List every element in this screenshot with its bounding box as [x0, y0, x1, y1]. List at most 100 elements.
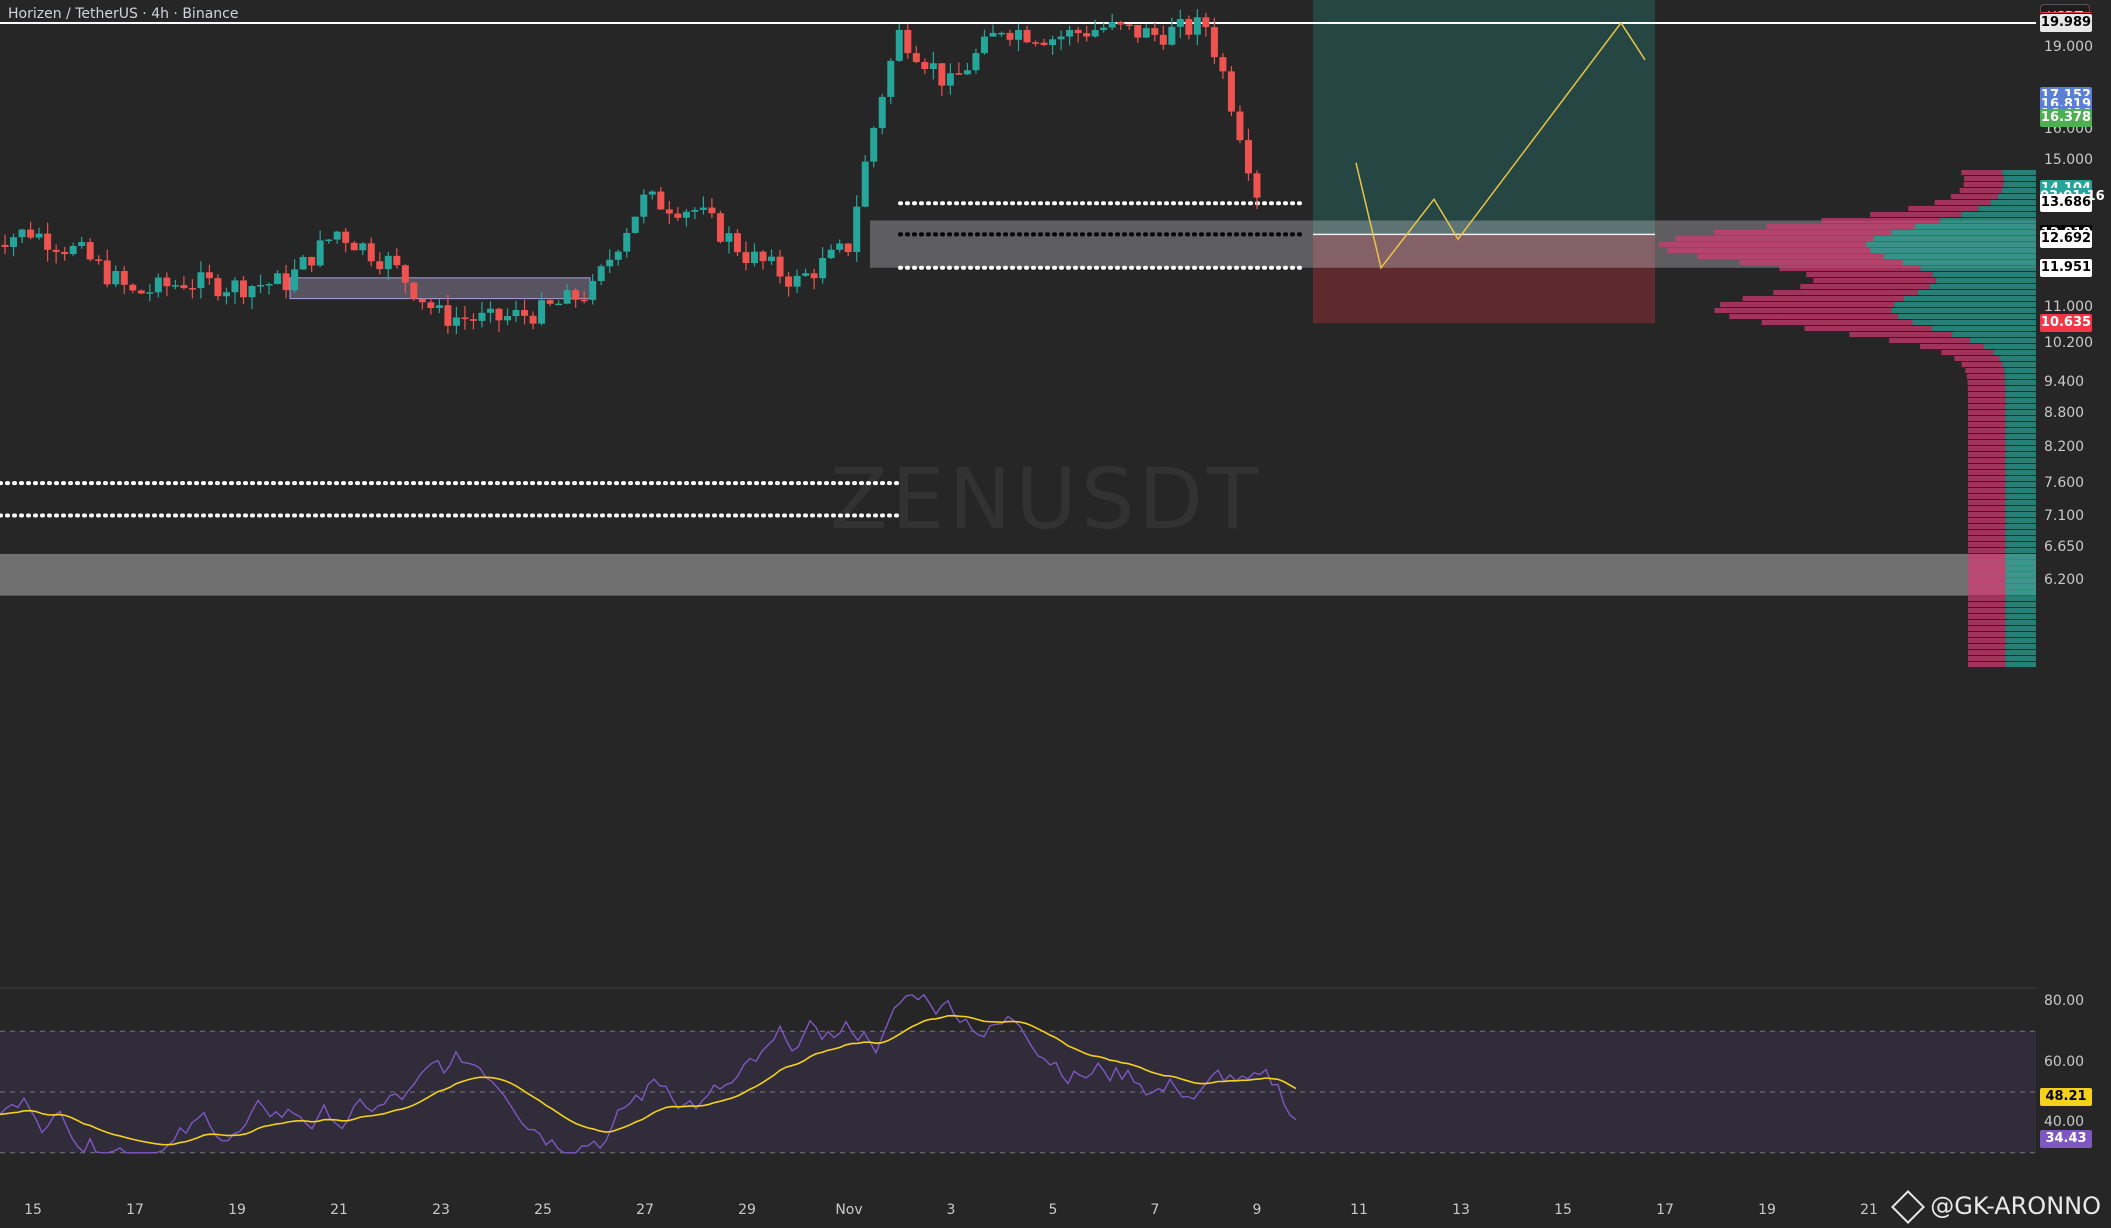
candle-body — [819, 258, 827, 279]
vp-bar-up — [1904, 296, 2036, 301]
candle-body — [222, 292, 230, 297]
candle-body — [188, 288, 196, 290]
vp-bar-up — [2005, 512, 2036, 517]
symbol-watermark: ZENUSDT — [830, 450, 1263, 548]
author-credit: @GK-ARONNO — [1891, 1190, 2101, 1224]
candles — [0, 9, 1261, 334]
candle-body — [563, 290, 571, 304]
time-tick-label: 29 — [738, 1202, 756, 1218]
vp-bar-down — [1968, 536, 2006, 541]
vp-bar-up — [1935, 278, 2036, 283]
candle-body — [1244, 140, 1252, 174]
vp-bar-up — [1931, 326, 2036, 331]
candle-body — [640, 194, 648, 217]
time-tick-label: 9 — [1252, 1202, 1262, 1218]
vp-bar-down — [1961, 170, 2003, 175]
vp-bar-up — [2005, 554, 2036, 559]
candle-body — [384, 255, 392, 270]
candle-body — [631, 216, 639, 233]
vp-bar-up — [1883, 254, 2036, 259]
candle-body — [733, 233, 741, 253]
vp-bar-up — [2005, 440, 2036, 445]
vp-bar-down — [1968, 590, 2006, 595]
rsi-ma-line — [0, 1014, 1297, 1146]
vp-bar-up — [2005, 602, 2036, 607]
vp-bar-down — [1967, 398, 2006, 403]
vp-bar-up — [2005, 620, 2036, 625]
vp-bar-up — [1929, 284, 2036, 289]
candle-body — [495, 308, 503, 321]
candle-body — [1117, 22, 1125, 25]
vp-bar-up — [1932, 272, 2036, 277]
candle-body — [171, 285, 179, 287]
vp-bar-down — [1968, 572, 2006, 577]
price-tick-label: 8.200 — [2044, 438, 2085, 455]
vp-bar-down — [1950, 194, 1998, 199]
vp-bar-up — [2005, 662, 2036, 667]
candle-body — [435, 305, 443, 309]
candle-body — [546, 300, 554, 304]
vp-bar-down — [1968, 614, 2006, 619]
candle-body — [325, 239, 333, 242]
vp-bar-down — [1804, 326, 1932, 331]
candle-body — [27, 229, 35, 238]
time-tick-label: 3 — [946, 1202, 956, 1218]
vp-bar-up — [1961, 212, 2036, 217]
candle-body — [1108, 22, 1116, 28]
vp-bar-down — [1714, 308, 1892, 313]
vp-bar-up — [2005, 650, 2036, 655]
candle-body — [1227, 71, 1235, 112]
candle-body — [980, 36, 988, 54]
vp-bar-down — [1968, 434, 2006, 439]
candle-body — [904, 29, 912, 54]
time-tick-label: 19 — [228, 1202, 246, 1218]
candle-body — [946, 73, 954, 86]
rsi-tick-label: 80.00 — [2044, 992, 2085, 1009]
vp-bar-down — [1966, 374, 2005, 379]
candle-body — [614, 251, 622, 260]
vp-bar-up — [2005, 386, 2036, 391]
vp-bar-up — [2005, 470, 2036, 475]
vp-bar-down — [1968, 500, 2006, 505]
vp-bar-down — [1968, 596, 2006, 601]
candle-body — [682, 211, 690, 218]
vp-bar-up — [2003, 182, 2036, 187]
candle-body — [997, 32, 1005, 35]
price-tick-label: 8.800 — [2044, 405, 2085, 422]
demand-zone-small — [289, 277, 591, 300]
candle-body — [870, 128, 878, 162]
candle-body — [120, 271, 128, 285]
candle-body — [742, 252, 750, 264]
vp-bar-down — [1968, 644, 2006, 649]
candle-body — [989, 32, 997, 37]
vp-bar-down — [1968, 566, 2006, 571]
vp-bar-down — [1968, 620, 2006, 625]
candle-body — [129, 284, 137, 291]
candle-body — [1040, 42, 1048, 46]
vp-bar-down — [1806, 272, 1933, 277]
vp-bar-down — [1968, 656, 2006, 661]
vp-bar-down — [1968, 638, 2006, 643]
vp-bar-up — [2005, 524, 2036, 529]
vp-bar-down — [1729, 314, 1898, 319]
vp-bar-down — [1714, 230, 1892, 235]
price-tick-label: 7.100 — [2044, 507, 2085, 524]
candle-body — [512, 310, 520, 317]
vp-bar-up — [1914, 224, 2036, 229]
vp-bar-down — [1968, 584, 2006, 589]
candle-body — [844, 243, 852, 253]
vp-bar-up — [2003, 176, 2036, 181]
vp-bar-down — [1968, 464, 2006, 469]
vp-bar-up — [2005, 452, 2036, 457]
vp-bar-down — [1968, 554, 2006, 559]
vp-bar-up — [1866, 242, 2036, 247]
time-tick-label: 17 — [1656, 1202, 1674, 1218]
vp-bar-up — [2005, 476, 2036, 481]
vp-bar-up — [2001, 188, 2036, 193]
vp-bar-up — [1993, 350, 2036, 355]
price-tag: 13.686 — [2040, 194, 2092, 213]
vp-bar-down — [1934, 200, 1991, 205]
vp-bar-down — [1813, 278, 1936, 283]
rsi-tag: 48.21 — [2040, 1088, 2092, 1107]
